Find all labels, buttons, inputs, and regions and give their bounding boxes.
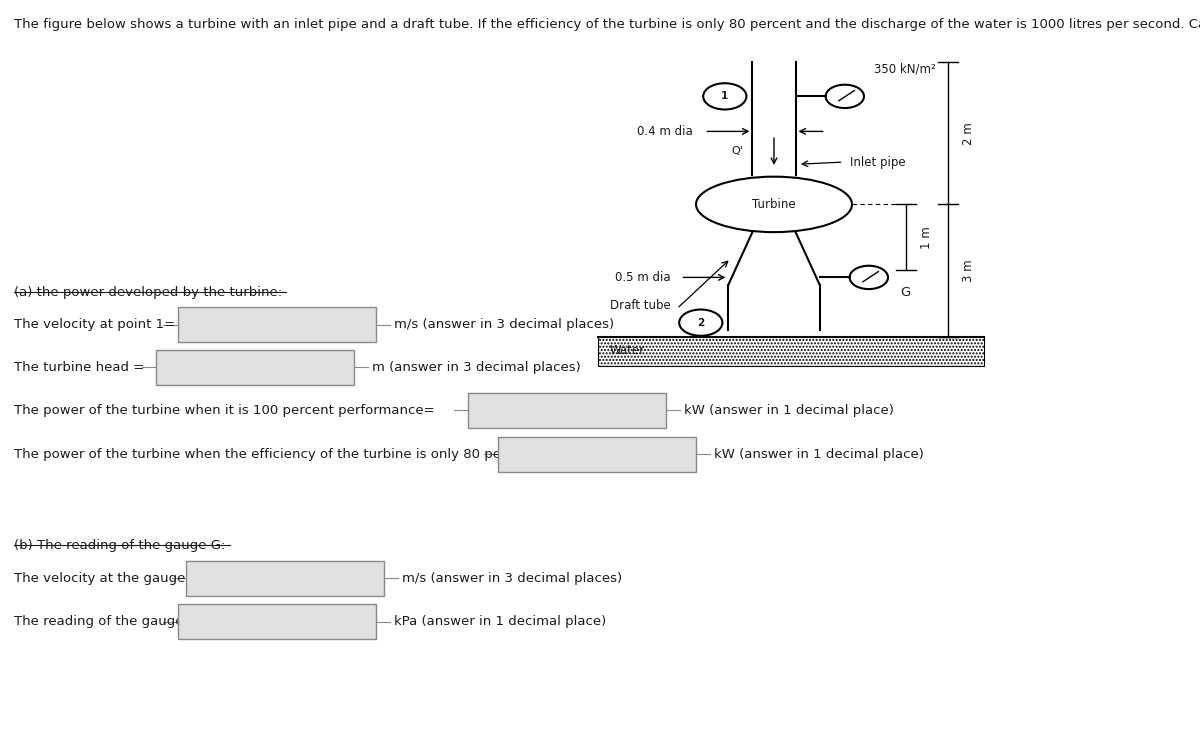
- Text: The power of the turbine when the efficiency of the turbine is only 80 percent =: The power of the turbine when the effici…: [14, 447, 556, 461]
- Text: 3 m: 3 m: [962, 260, 976, 282]
- Text: 1: 1: [721, 91, 728, 101]
- Text: m/s (answer in 3 decimal places): m/s (answer in 3 decimal places): [394, 318, 613, 331]
- Text: Inlet pipe: Inlet pipe: [850, 155, 905, 169]
- Text: The velocity at point 1=: The velocity at point 1=: [14, 318, 180, 331]
- Text: 1 m: 1 m: [920, 226, 934, 249]
- Text: The reading of the gauge G=: The reading of the gauge G=: [14, 615, 214, 629]
- Text: 0.5 m dia: 0.5 m dia: [616, 271, 671, 284]
- Text: 2 m: 2 m: [962, 122, 976, 145]
- Bar: [598, 337, 984, 366]
- Text: 2: 2: [697, 318, 704, 328]
- Circle shape: [679, 310, 722, 336]
- FancyBboxPatch shape: [156, 350, 354, 385]
- Text: 350 kN/m²: 350 kN/m²: [874, 63, 935, 76]
- Text: Turbine: Turbine: [752, 198, 796, 211]
- Text: m (answer in 3 decimal places): m (answer in 3 decimal places): [372, 361, 581, 374]
- Text: kPa (answer in 1 decimal place): kPa (answer in 1 decimal place): [394, 615, 606, 629]
- Text: The velocity at the gauge G=: The velocity at the gauge G=: [14, 572, 216, 585]
- Text: 0.4 m dia: 0.4 m dia: [637, 125, 692, 138]
- Text: The figure below shows a turbine with an inlet pipe and a draft tube. If the eff: The figure below shows a turbine with an…: [14, 18, 1200, 31]
- Text: Draft tube: Draft tube: [610, 299, 671, 312]
- Text: Water: Water: [610, 344, 644, 357]
- Circle shape: [826, 85, 864, 108]
- Text: The turbine head =: The turbine head =: [14, 361, 149, 374]
- Text: The power of the turbine when it is 100 percent performance=: The power of the turbine when it is 100 …: [14, 404, 439, 417]
- Ellipse shape: [696, 177, 852, 232]
- Text: kW (answer in 1 decimal place): kW (answer in 1 decimal place): [714, 447, 924, 461]
- FancyBboxPatch shape: [178, 604, 376, 639]
- Circle shape: [850, 266, 888, 289]
- Text: (b) The reading of the gauge G:: (b) The reading of the gauge G:: [14, 539, 226, 552]
- Text: m/s (answer in 3 decimal places): m/s (answer in 3 decimal places): [402, 572, 622, 585]
- Text: G: G: [900, 285, 911, 299]
- FancyBboxPatch shape: [186, 561, 384, 596]
- Text: Q': Q': [731, 147, 743, 156]
- FancyBboxPatch shape: [498, 437, 696, 472]
- Circle shape: [703, 83, 746, 110]
- FancyBboxPatch shape: [178, 307, 376, 342]
- Text: (a) the power developed by the turbine:: (a) the power developed by the turbine:: [14, 286, 282, 299]
- Text: kW (answer in 1 decimal place): kW (answer in 1 decimal place): [684, 404, 894, 417]
- FancyBboxPatch shape: [468, 393, 666, 428]
